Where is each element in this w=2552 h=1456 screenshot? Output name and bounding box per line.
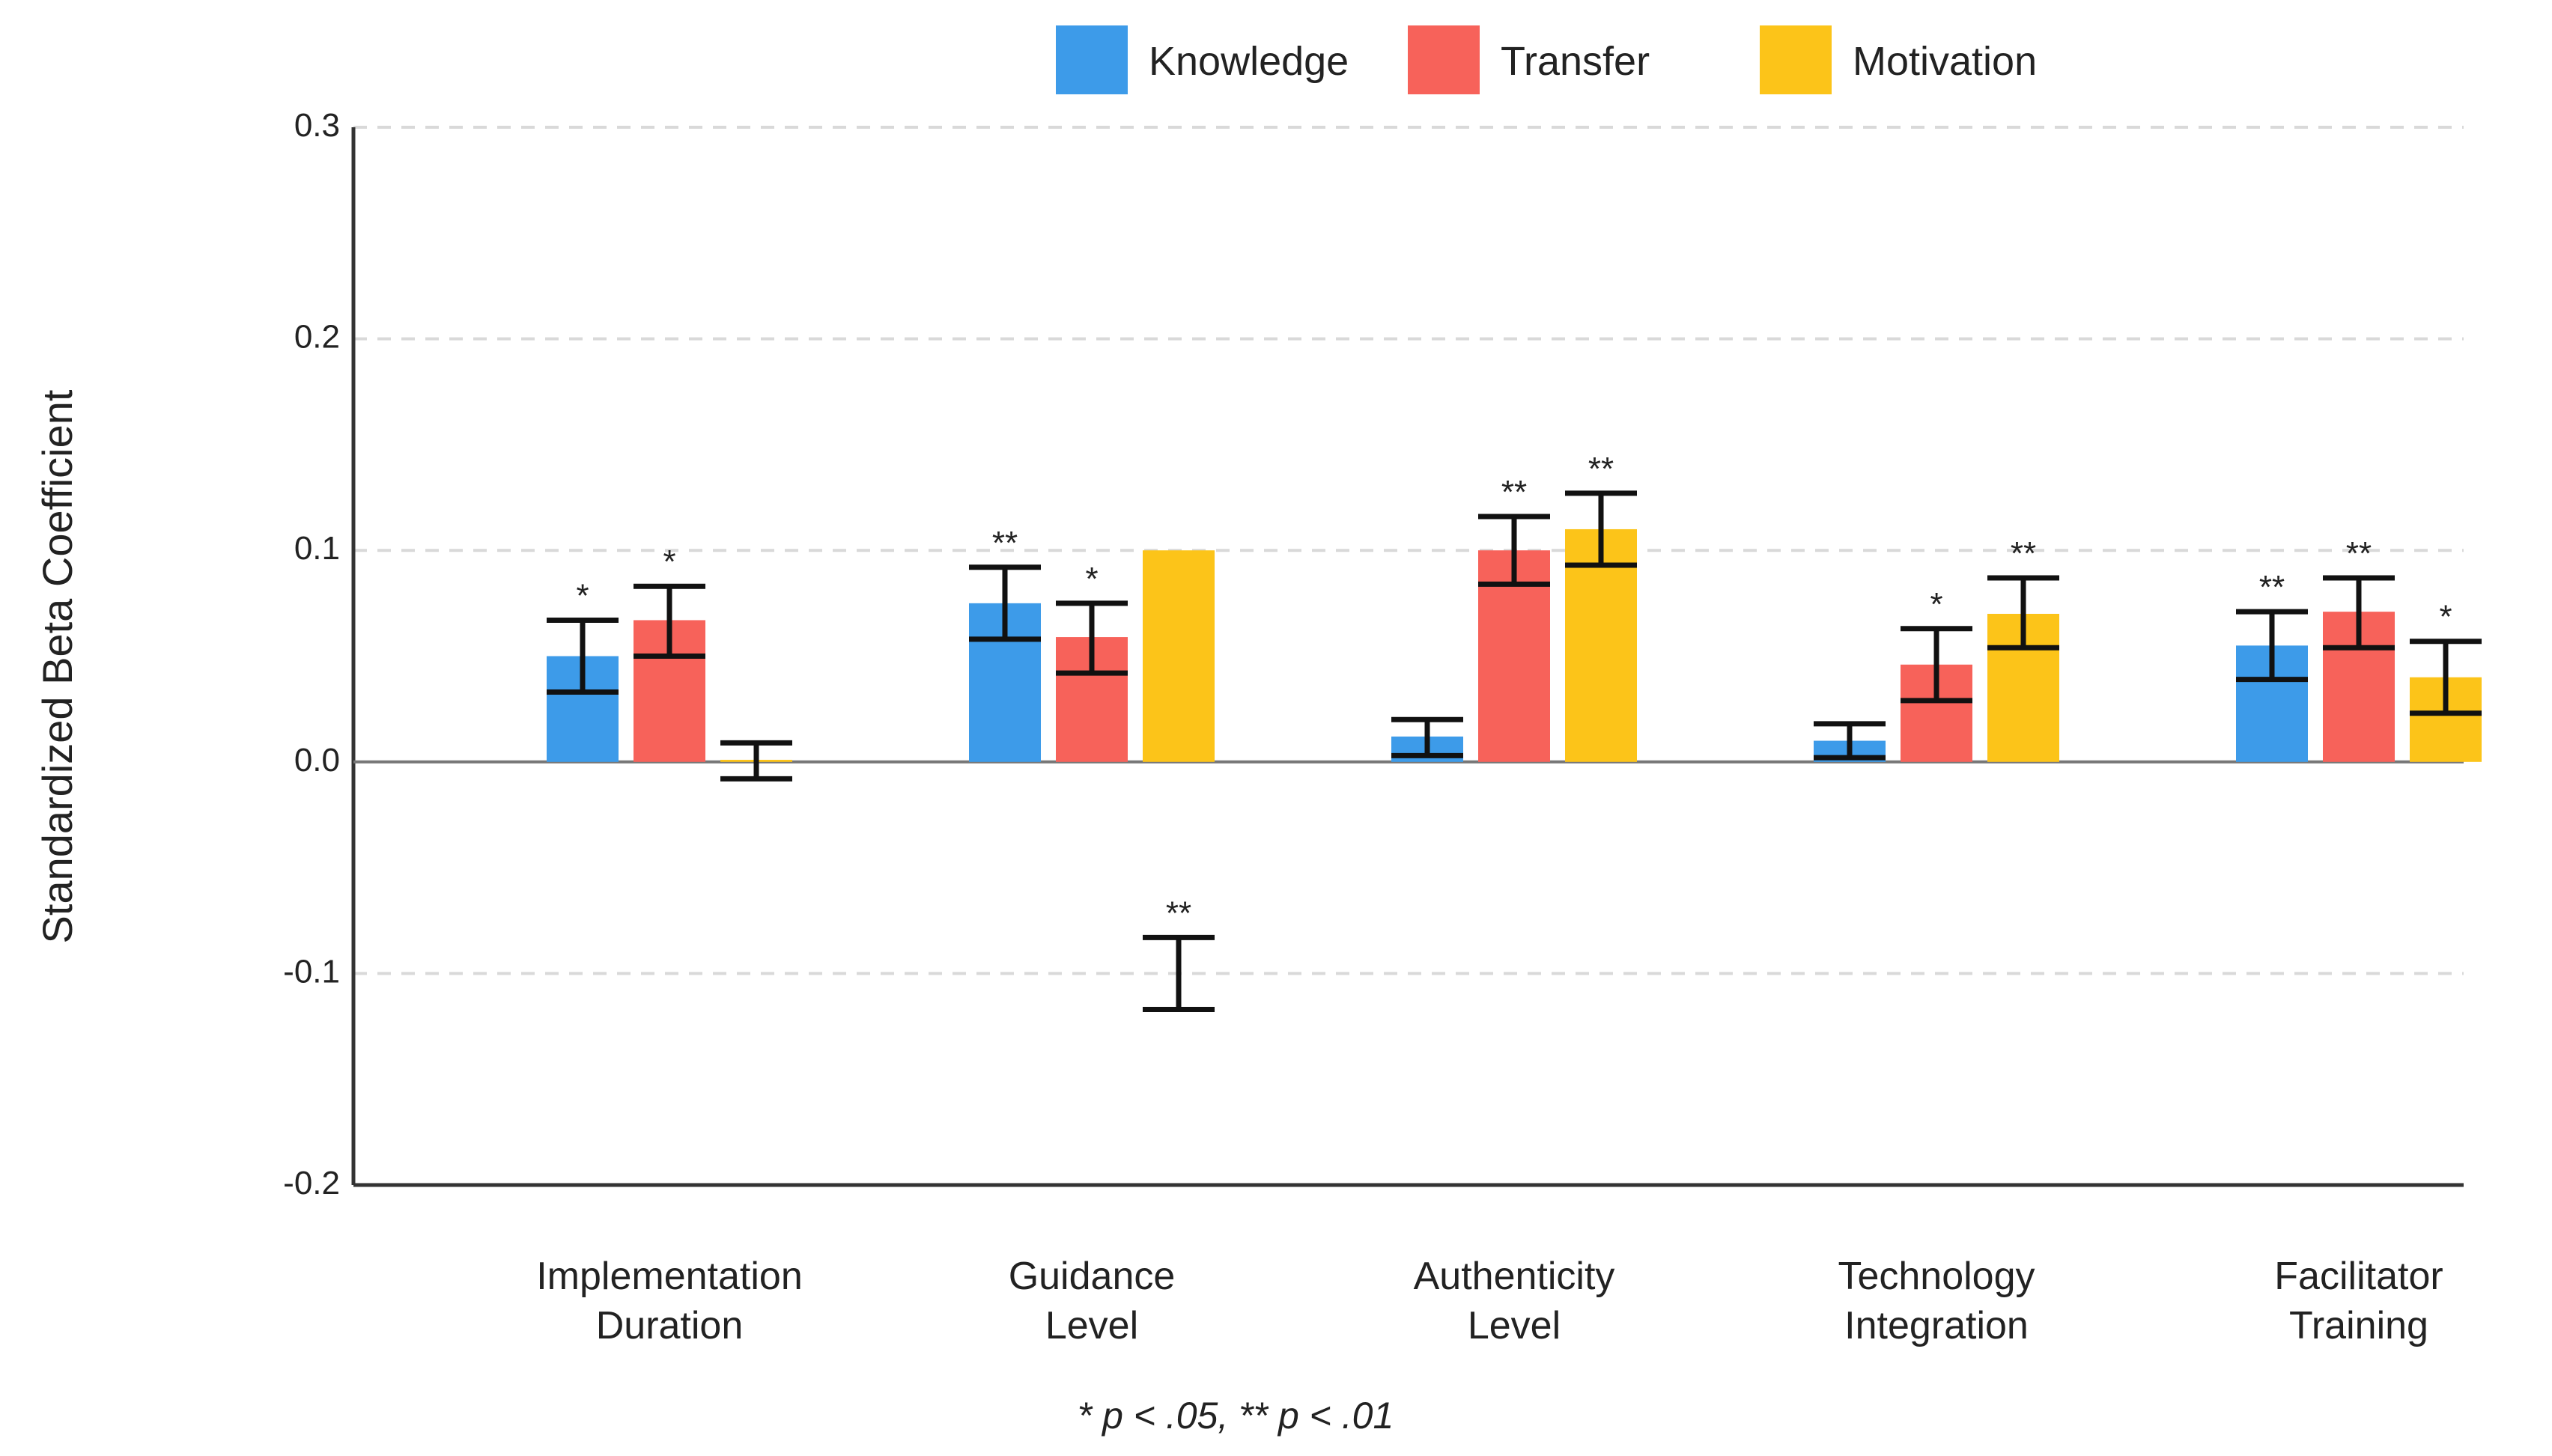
significance-label: *: [576, 577, 589, 614]
significance-label: **: [1166, 895, 1191, 931]
y-tick-label: 0.2: [294, 319, 340, 356]
x-category-label: Technology Integration: [1838, 1255, 2035, 1347]
y-axis-title: Standardized Beta Coefficient: [34, 389, 81, 943]
footnote: * p < .05, ** p < .01: [1078, 1395, 1394, 1437]
significance-labels: ****** *************: [576, 451, 2452, 931]
x-category-label: Authenticity Level: [1414, 1255, 1615, 1347]
x-category-label-line: Training: [2289, 1304, 2428, 1347]
x-category-label-line: Facilitator: [2274, 1255, 2443, 1298]
gridlines: [353, 126, 2464, 975]
significance-label: **: [2346, 535, 2372, 572]
x-category-label-line: Technology: [1838, 1255, 2035, 1298]
y-tick-label: 0.0: [294, 742, 340, 779]
significance-label: **: [1501, 474, 1527, 511]
x-category-label-line: Implementation: [536, 1255, 803, 1298]
x-category-label-line: Guidance: [1009, 1255, 1176, 1298]
y-tick-label: -0.2: [283, 1165, 340, 1201]
y-tick-label: 0.1: [294, 530, 340, 567]
legend-swatch-motivation: [1760, 25, 1832, 94]
y-tick-label: -0.1: [283, 953, 340, 990]
significance-label: **: [2011, 535, 2036, 572]
significance-label: **: [2259, 569, 2285, 606]
axis-labels: 0.3 0.2 0.1 0.0 -0.1 -0.2 Implementation Durati…: [34, 107, 2443, 1347]
legend-swatch-transfer: [1408, 25, 1480, 94]
x-category-label-line: Authenticity: [1414, 1255, 1615, 1298]
x-category-label: Implementation Duration: [536, 1255, 803, 1347]
significance-label: *: [1085, 561, 1098, 597]
y-tick-label: 0.3: [294, 107, 340, 144]
x-category-label: Guidance Level: [1009, 1255, 1176, 1347]
significance-label: **: [992, 525, 1018, 561]
significance-label: *: [1930, 586, 1942, 623]
bar-motivation: [1565, 529, 1637, 762]
bar-motivation: [1143, 550, 1215, 762]
legend-swatch-knowledge: [1056, 25, 1128, 94]
significance-label: *: [2439, 599, 2452, 636]
x-category-label: Facilitator Training: [2274, 1255, 2443, 1347]
x-category-label-line: Level: [1468, 1304, 1561, 1347]
legend-label-knowledge: Knowledge: [1149, 39, 1349, 84]
legend: Knowledge Transfer Motivation: [1056, 25, 2037, 94]
x-category-label-line: Duration: [596, 1304, 744, 1347]
legend-label-transfer: Transfer: [1501, 39, 1650, 84]
legend-label-motivation: Motivation: [1853, 39, 2037, 84]
significance-label: *: [663, 543, 675, 580]
x-category-label-line: Level: [1045, 1304, 1138, 1347]
significance-label: **: [1588, 451, 1614, 487]
x-category-label-line: Integration: [1844, 1304, 2029, 1347]
error-bars: [547, 490, 2482, 1012]
